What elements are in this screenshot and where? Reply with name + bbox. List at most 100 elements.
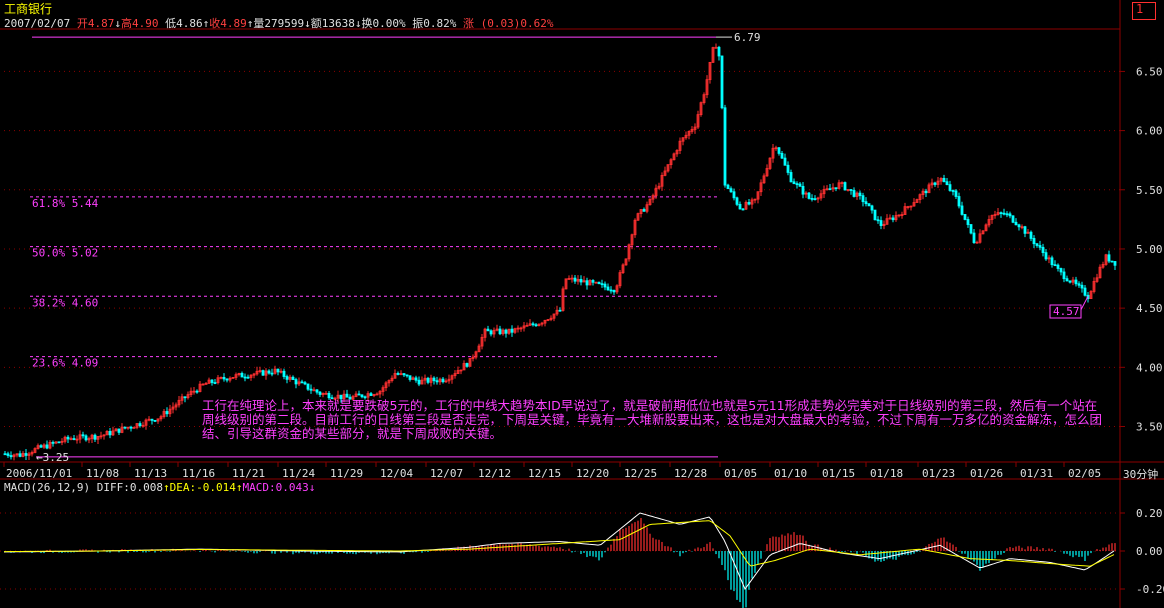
candle-body	[1071, 279, 1075, 283]
candle-body	[552, 313, 556, 319]
candle-body	[609, 289, 613, 292]
window-toggle-button[interactable]: 1	[1132, 2, 1156, 20]
candle-body	[264, 370, 268, 376]
candle-body	[939, 177, 943, 182]
candle-body	[165, 411, 169, 415]
candle-body	[1059, 268, 1063, 273]
candle-body	[348, 396, 352, 400]
candle-body	[1104, 254, 1108, 265]
candle-body	[114, 428, 118, 432]
open-value: 4.87	[87, 17, 115, 30]
candle-body	[132, 426, 136, 429]
candle-body	[120, 426, 124, 433]
candle-body	[315, 389, 319, 393]
candle-body	[69, 438, 73, 440]
candle-body	[399, 373, 403, 375]
candle-body	[579, 278, 583, 283]
candle-body	[750, 199, 754, 205]
candle-body	[273, 368, 277, 374]
fib-level-label: 61.8% 5.44	[32, 197, 99, 210]
candle-body	[387, 380, 391, 384]
candle-body	[45, 444, 49, 449]
candle-body	[492, 329, 496, 335]
candle-body	[1065, 278, 1069, 282]
candle-body	[9, 455, 13, 458]
candle-body	[756, 191, 760, 200]
candle-body	[231, 377, 235, 379]
candle-body	[693, 126, 697, 130]
candle-body	[393, 373, 397, 379]
candle-body	[522, 325, 526, 329]
candle-body	[1023, 226, 1027, 234]
candle-body	[246, 376, 250, 379]
period-label[interactable]: 30分钟	[1123, 468, 1159, 481]
candle-body	[267, 370, 271, 374]
candle-body	[351, 396, 355, 400]
candle-body	[90, 434, 94, 439]
candle-body	[951, 190, 955, 192]
macd-arrow-icon: ↓	[308, 481, 316, 494]
candle-body	[474, 351, 478, 358]
candle-body	[912, 202, 916, 207]
candle-body	[699, 102, 703, 116]
candle-body	[336, 394, 340, 399]
macd-tick-label: 0.00	[1136, 545, 1163, 558]
candle-body	[870, 205, 874, 211]
candle-body	[174, 404, 178, 408]
volume-label: 量	[253, 17, 265, 30]
date-tick-label: 01/26	[970, 467, 1003, 480]
candle-body	[1098, 266, 1102, 279]
candle-body	[201, 383, 205, 386]
high-marker-label: 6.79	[734, 31, 761, 44]
candle-body	[978, 233, 982, 243]
candle-body	[495, 328, 499, 331]
amplitude-label: 振	[412, 17, 424, 30]
close-arrow-icon: ↑	[246, 17, 254, 30]
fib-levels: 61.8% 5.44 50.0% 5.02 38.2% 4.60 23.6% 4.09	[30, 196, 718, 370]
close-value: 4.89	[220, 17, 247, 30]
candle-body	[300, 381, 304, 384]
candle-body	[966, 219, 970, 225]
candle-body	[849, 189, 853, 191]
candle-body	[381, 387, 385, 392]
candle-body	[975, 241, 979, 244]
candle-body	[963, 214, 967, 220]
candle-body	[819, 193, 823, 199]
candle-body	[999, 212, 1003, 215]
candle-body	[282, 370, 286, 377]
candle-body	[345, 393, 349, 398]
candle-body	[159, 416, 163, 420]
candle-body	[741, 208, 745, 211]
candle-body	[831, 187, 835, 190]
candle-body	[1008, 213, 1012, 217]
low-arrow-icon: ↑	[202, 17, 210, 30]
candle-body	[486, 328, 490, 332]
fib-level-label: 38.2% 4.60	[32, 296, 98, 309]
candle-body	[996, 212, 1000, 215]
candle-body	[153, 419, 157, 422]
candle-body	[1035, 243, 1039, 246]
candle-body	[606, 286, 610, 291]
candle-body	[744, 202, 748, 210]
candle-body	[1053, 264, 1057, 267]
candle-body	[96, 436, 100, 440]
candle-body	[1020, 226, 1024, 229]
candle-body	[1017, 224, 1021, 228]
candle-body	[1032, 238, 1036, 245]
candle-body	[1038, 245, 1042, 248]
candle-body	[102, 434, 106, 437]
candle-body	[186, 394, 190, 399]
candle-body	[657, 185, 661, 189]
candle-body	[726, 184, 730, 190]
candle-body	[354, 393, 358, 398]
candle-body	[309, 388, 313, 391]
candle-body	[933, 182, 937, 185]
macd-value: 0.043	[275, 481, 309, 494]
candle-body	[921, 190, 925, 196]
candle-body	[636, 213, 640, 221]
candle-body	[507, 328, 511, 334]
candle-body	[630, 234, 634, 246]
candle-body	[183, 396, 187, 399]
candle-body	[303, 382, 307, 385]
